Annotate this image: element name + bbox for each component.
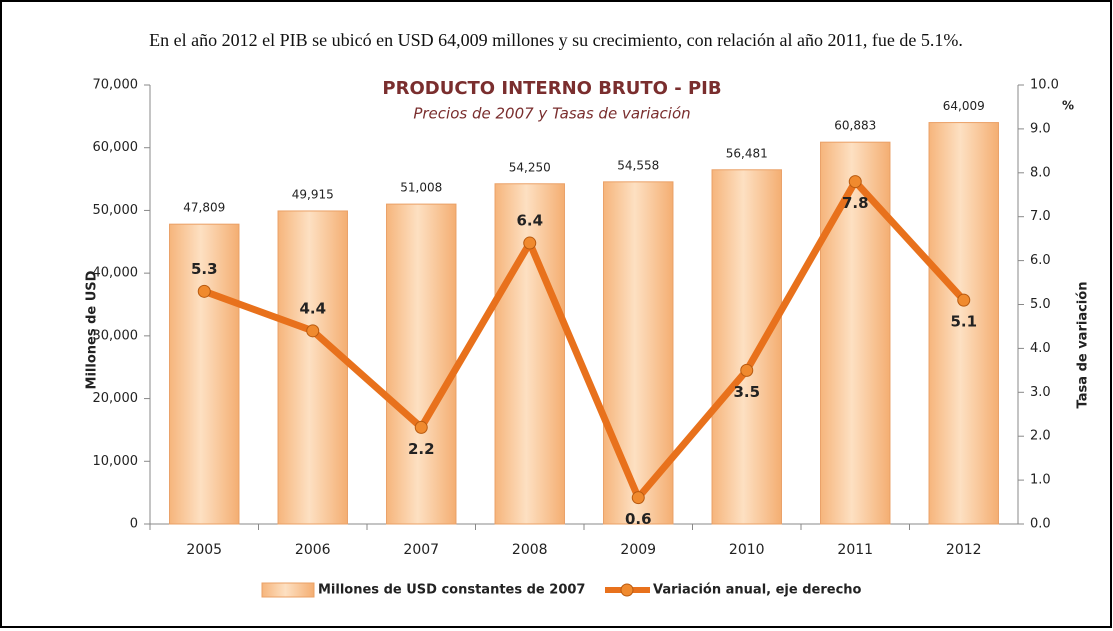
bar bbox=[277, 210, 348, 525]
bar-value-label: 49,915 bbox=[292, 187, 334, 201]
line-marker bbox=[306, 324, 320, 338]
y-tick-label: 60,000 bbox=[93, 140, 139, 155]
line-marker bbox=[740, 363, 754, 377]
bar bbox=[711, 169, 782, 525]
y-tick-label: 30,000 bbox=[93, 328, 139, 343]
line-marker bbox=[414, 420, 428, 434]
line-marker bbox=[197, 284, 211, 298]
x-tick-label: 2012 bbox=[946, 542, 982, 558]
line-value-label: 7.8 bbox=[842, 194, 869, 212]
y2-tick-label: 3.0 bbox=[1030, 385, 1051, 400]
y2-axis-label: Tasa de variación bbox=[1076, 282, 1091, 409]
x-tick-label: 2008 bbox=[512, 542, 548, 558]
y-tick-label: 40,000 bbox=[93, 266, 139, 281]
y2-tick-label: 2.0 bbox=[1030, 429, 1051, 444]
line-value-label: 0.6 bbox=[625, 510, 652, 528]
legend-swatch-marker bbox=[620, 583, 634, 597]
caption: En el año 2012 el PIB se ubicó en USD 64… bbox=[149, 30, 963, 50]
line-value-label: 3.5 bbox=[733, 383, 760, 401]
y2-tick-label: 7.0 bbox=[1030, 209, 1051, 224]
line bbox=[203, 178, 967, 502]
y-tick-label: 50,000 bbox=[93, 203, 139, 218]
bar-value-label: 64,009 bbox=[943, 99, 985, 113]
y2-tick-label: 1.0 bbox=[1030, 473, 1051, 488]
y2-tick-label: 8.0 bbox=[1030, 165, 1051, 180]
x-tick-label: 2007 bbox=[403, 542, 439, 558]
bar-value-label: 51,008 bbox=[400, 181, 442, 195]
chart-subtitle: Precios de 2007 y Tasas de variación bbox=[413, 105, 690, 123]
legend-label: Millones de USD constantes de 2007 bbox=[318, 583, 585, 598]
y2-tick-label: 10.0 bbox=[1030, 78, 1059, 93]
line-marker bbox=[957, 293, 971, 307]
y-tick-label: 10,000 bbox=[93, 454, 139, 469]
bar bbox=[169, 223, 240, 525]
x-tick-label: 2011 bbox=[837, 542, 873, 558]
line-marker bbox=[848, 175, 862, 189]
y-tick-label: 70,000 bbox=[93, 78, 139, 93]
y-tick-label: 20,000 bbox=[93, 391, 139, 406]
bar bbox=[386, 203, 457, 525]
y2-tick-label: 5.0 bbox=[1030, 297, 1051, 312]
y2-tick-label: 9.0 bbox=[1030, 121, 1051, 136]
x-tick-label: 2009 bbox=[620, 542, 656, 558]
bar-value-label: 54,250 bbox=[509, 160, 551, 174]
legend-label: Variación anual, eje derecho bbox=[653, 583, 862, 598]
bar bbox=[928, 122, 999, 525]
line-marker bbox=[523, 236, 537, 250]
x-tick-label: 2005 bbox=[186, 542, 222, 558]
y-tick-label: 0 bbox=[130, 517, 138, 532]
line-value-label: 2.2 bbox=[408, 440, 435, 458]
bar-value-label: 54,558 bbox=[617, 158, 659, 172]
y2-tick-label: 0.0 bbox=[1030, 517, 1051, 532]
x-tick-label: 2006 bbox=[295, 542, 331, 558]
y2-tick-label: 4.0 bbox=[1030, 341, 1051, 356]
line-value-label: 4.4 bbox=[299, 299, 326, 317]
x-tick-label: 2010 bbox=[729, 542, 765, 558]
y2-unit: % bbox=[1062, 99, 1074, 113]
bar-value-label: 47,809 bbox=[183, 201, 225, 215]
bar bbox=[494, 183, 565, 525]
line-value-label: 6.4 bbox=[516, 212, 543, 230]
bar-value-label: 60,883 bbox=[834, 119, 876, 133]
line-value-label: 5.3 bbox=[191, 260, 218, 278]
y2-tick-label: 6.0 bbox=[1030, 253, 1051, 268]
line-marker bbox=[631, 491, 645, 505]
chart-title: PRODUCTO INTERNO BRUTO - PIB bbox=[382, 78, 721, 99]
y-axis-label: Millones de USD bbox=[85, 270, 100, 389]
line-value-label: 5.1 bbox=[950, 313, 977, 331]
bar-value-label: 56,481 bbox=[726, 146, 768, 160]
legend-swatch bbox=[261, 582, 315, 598]
